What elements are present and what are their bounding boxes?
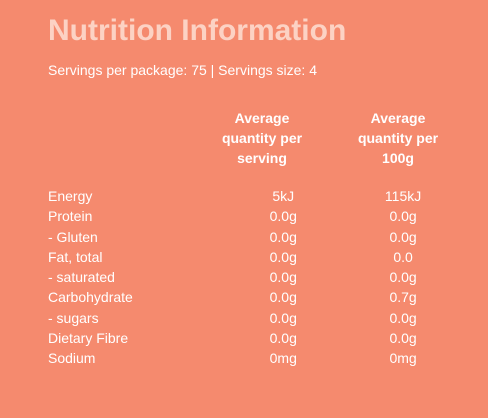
header-line: quantity per [221,130,303,146]
table-row: Fat, total 0.0g 0.0 [48,247,468,267]
per-100g-value: 0.0g [389,330,417,347]
per-serving-value: 0.0g [269,208,297,225]
row-label: Energy [48,188,93,204]
per-100g-value: 0.7g [389,289,417,306]
column-header-per-100g: Average quantity per 100g [333,108,463,168]
header-line: Average [234,110,290,126]
per-serving-value: 0mg [269,350,297,367]
row-label: Protein [48,208,93,225]
per-100g-value: 0.0g [389,228,417,245]
column-header-per-serving: Average quantity per serving [197,108,327,168]
header-line: 100g [382,150,414,166]
per-serving-value: 0.0g [269,228,297,245]
table-row: - sugars 0.0g 0.0g [48,308,468,328]
per-serving-value: 0.0g [269,309,297,326]
per-serving-value: 5kJ [272,188,295,204]
table-row: Carbohydrate 0.0g 0.7g [48,287,468,307]
row-label: - sugars [48,309,99,326]
per-100g-value: 0mg [389,350,417,367]
nutrition-table: Energy 5kJ 115kJ Protein 0.0g 0.0g - Glu… [48,186,468,369]
servings-info: Servings per package: 75 | Servings size… [48,62,318,78]
table-row: Protein 0.0g 0.0g [48,206,468,226]
row-label: Sodium [48,350,96,367]
per-100g-value: 0.0g [389,309,417,326]
per-serving-value: 0.0g [269,269,297,286]
table-row: - saturated 0.0g 0.0g [48,267,468,287]
page-title: Nutrition Information [48,14,347,47]
header-line: Average [370,110,426,126]
row-label: Carbohydrate [48,289,133,306]
per-100g-value: 0.0 [393,248,413,265]
per-serving-value: 0.0g [269,330,297,347]
row-label: Dietary Fibre [48,330,129,347]
per-100g-value: 0.0g [389,208,417,225]
table-row: Dietary Fibre 0.0g 0.0g [48,328,468,348]
row-label: Fat, total [48,248,103,265]
table-row: - Gluten 0.0g 0.0g [48,227,468,247]
row-label: - saturated [48,269,115,286]
per-100g-value: 115kJ [384,188,422,204]
per-serving-value: 0.0g [269,289,297,306]
per-100g-value: 0.0g [389,269,417,286]
row-label: - Gluten [48,228,98,245]
header-line: serving [237,150,287,166]
table-row: Energy 5kJ 115kJ [48,186,468,206]
header-line: quantity per [357,130,439,146]
table-row: Sodium 0mg 0mg [48,348,468,368]
per-serving-value: 0.0g [269,248,297,265]
